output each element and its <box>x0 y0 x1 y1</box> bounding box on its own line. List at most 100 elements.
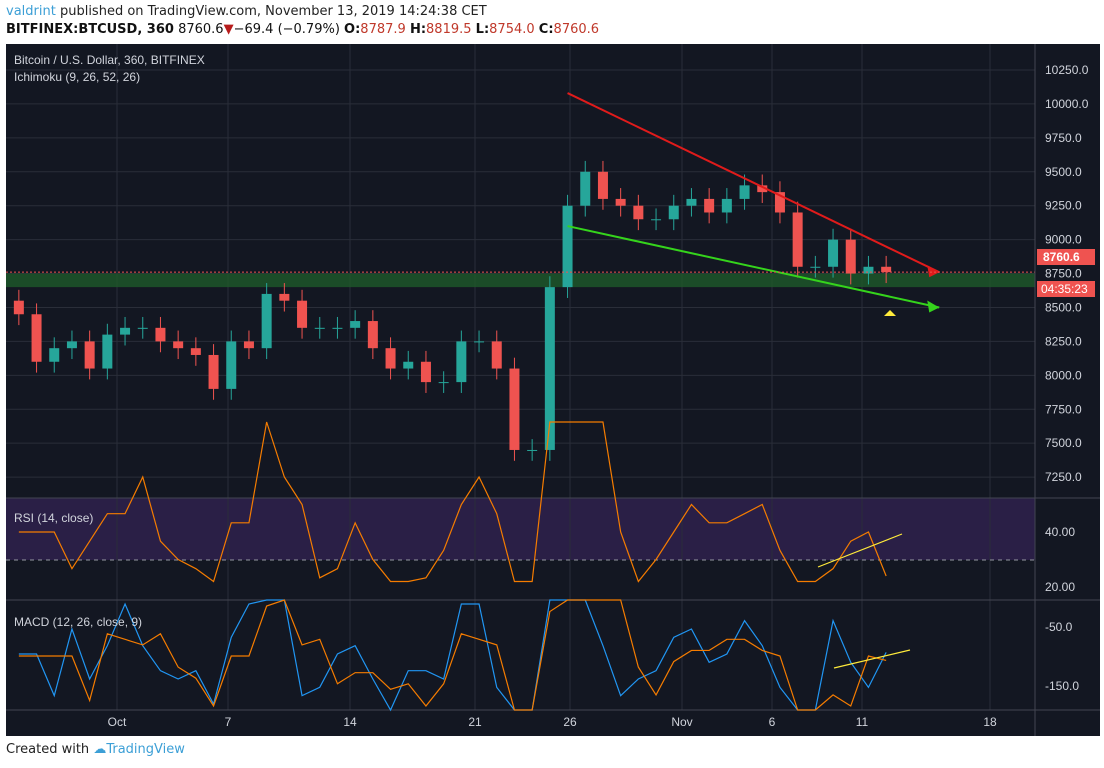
price-label: 8760.6 <box>1043 250 1080 264</box>
close: 8760.6 <box>553 22 600 37</box>
time-tick: 6 <box>769 715 776 729</box>
candle <box>155 327 166 342</box>
footer: Created with ☁TradingView <box>6 742 185 757</box>
symbol-legend: Bitcoin / U.S. Dollar, 360, BITFINEX <box>14 53 205 67</box>
last-price: 8760.6 <box>178 22 224 37</box>
price-tick: 10250.0 <box>1045 63 1089 77</box>
ichimoku-legend: Ichimoku (9, 26, 52, 26) <box>14 70 140 84</box>
price-tick: 10000.0 <box>1045 97 1089 111</box>
author-link[interactable]: valdrint <box>6 4 56 19</box>
price-tick: 7500.0 <box>1045 436 1082 450</box>
o-label: O: <box>344 22 361 37</box>
change: −69.4 (−0.79%) <box>233 22 340 37</box>
tradingview-link[interactable]: TradingView <box>106 742 185 757</box>
candle <box>562 205 573 288</box>
countdown: 04:35:23 <box>1041 282 1088 296</box>
candle <box>527 449 538 451</box>
price-tick: 7250.0 <box>1045 470 1082 484</box>
candle <box>651 219 662 221</box>
down-arrow-icon: ▼ <box>223 22 234 37</box>
candle <box>828 239 839 267</box>
low: 8754.0 <box>489 22 535 37</box>
candle <box>120 327 131 335</box>
candle <box>243 341 254 349</box>
candle <box>491 341 502 369</box>
time-tick: 7 <box>225 715 232 729</box>
candle <box>580 171 591 206</box>
candle <box>208 354 219 389</box>
candle <box>190 348 201 355</box>
c-label: C: <box>538 22 554 37</box>
rsi-trendline <box>817 533 903 568</box>
price-tick: 9250.0 <box>1045 199 1082 213</box>
rsi-band <box>6 498 1035 560</box>
price-label-bg <box>1037 249 1095 265</box>
candle <box>704 198 715 213</box>
price-tick: 9750.0 <box>1045 131 1082 145</box>
candle <box>173 341 184 349</box>
time-tick: Nov <box>671 715 692 729</box>
macd-line <box>18 599 887 712</box>
rsi-legend: RSI (14, close) <box>14 511 93 525</box>
time-tick: 11 <box>856 715 869 729</box>
signal-line <box>18 599 887 711</box>
candle <box>13 300 24 315</box>
candle <box>615 198 626 206</box>
support-line <box>567 225 940 309</box>
rsi-tick: 20.00 <box>1045 580 1075 594</box>
resistance-line <box>567 92 940 274</box>
candle <box>544 287 555 450</box>
candle <box>721 198 732 213</box>
high: 8819.5 <box>426 22 472 37</box>
open: 8787.9 <box>360 22 406 37</box>
chart[interactable]: 10250.0 10000.0 9750.0 9500.0 9250.0 9000.0 87… <box>6 44 1100 736</box>
candle <box>597 171 608 199</box>
publish-text: published on TradingView.com, November 1… <box>59 4 487 19</box>
ohlc-bar: BITFINEX:BTCUSD, 360 8760.6▼−69.4 (−0.79… <box>6 22 599 37</box>
candle <box>332 327 343 329</box>
symbol: BITFINEX:BTCUSD, 360 <box>6 22 174 37</box>
price-tick: 8500.0 <box>1045 300 1082 314</box>
time-tick: Oct <box>108 715 127 729</box>
candle <box>31 314 42 362</box>
candle <box>668 205 679 220</box>
candle <box>314 327 325 329</box>
candle <box>881 266 892 273</box>
time-tick: 21 <box>468 715 482 729</box>
time-tick: 14 <box>343 715 357 729</box>
price-tick: 8750.0 <box>1045 267 1082 281</box>
time-tick: 18 <box>983 715 997 729</box>
l-label: L: <box>475 22 490 37</box>
candle <box>774 192 785 213</box>
marker-triangle-icon <box>884 310 896 316</box>
candle <box>226 341 237 389</box>
candle <box>810 266 821 268</box>
price-tick: 9000.0 <box>1045 233 1082 247</box>
candle <box>633 205 644 220</box>
support-line-arrow-icon <box>927 300 940 313</box>
time-tick: 26 <box>563 715 577 729</box>
price-tick: 8250.0 <box>1045 334 1082 348</box>
support-zone <box>6 273 1035 288</box>
candle <box>49 348 60 362</box>
candle <box>367 321 378 349</box>
candle <box>792 212 803 267</box>
candle <box>686 198 697 206</box>
candle <box>509 368 520 450</box>
candle <box>420 361 431 383</box>
price-tick: 7750.0 <box>1045 402 1082 416</box>
candle <box>845 239 856 274</box>
publish-info: valdrint published on TradingView.com, N… <box>6 4 487 19</box>
tradingview-logo-icon: ☁ <box>93 742 107 757</box>
created-with: Created with <box>6 742 90 757</box>
candle <box>102 334 113 369</box>
candle <box>279 293 290 301</box>
countdown-bg <box>1037 281 1095 297</box>
candle <box>474 341 485 343</box>
macd-legend: MACD (12, 26, close, 9) <box>14 615 142 629</box>
candle <box>739 185 750 199</box>
candle <box>261 293 272 349</box>
rsi-line <box>18 421 887 583</box>
rsi-tick: 40.00 <box>1045 525 1075 539</box>
candle <box>350 321 361 328</box>
